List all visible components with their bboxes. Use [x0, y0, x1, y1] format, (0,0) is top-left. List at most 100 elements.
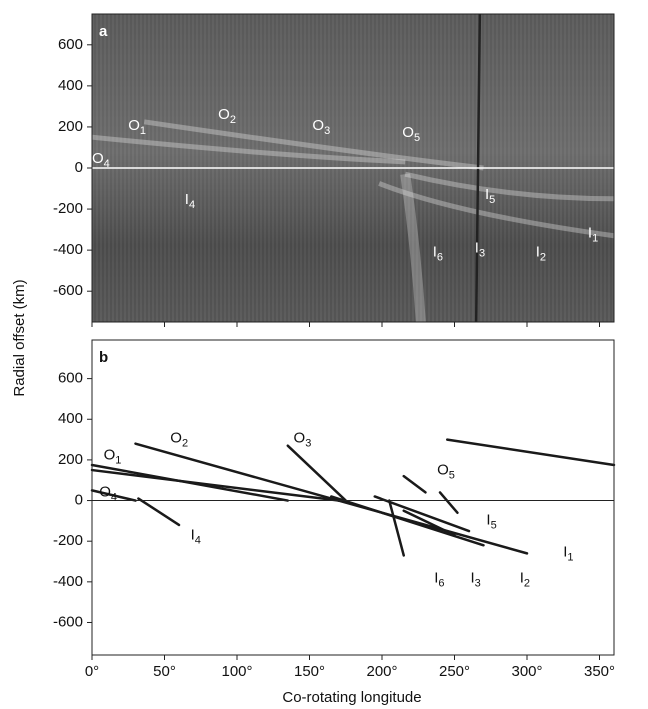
streak: [90, 489, 137, 502]
annotation: O3: [294, 430, 312, 450]
annotation-subscript: 5: [489, 194, 495, 206]
y-tick-label: 0: [75, 492, 83, 509]
annotation-text: O: [104, 447, 116, 464]
image-feature: [400, 173, 426, 323]
y-tick-label: 600: [58, 370, 83, 387]
annotation-subscript: 5: [491, 519, 497, 531]
annotation-text: O: [312, 117, 324, 134]
streak: [388, 499, 405, 557]
streak: [137, 497, 181, 527]
annotation-text: I: [434, 570, 438, 587]
annotation: O3: [312, 117, 330, 137]
annotation: I6: [433, 243, 443, 263]
panel-label: a: [99, 23, 108, 40]
x-tick-label: 200°: [366, 663, 397, 680]
panel-label: b: [99, 349, 108, 366]
y-tick-label: 400: [58, 410, 83, 427]
streak: [438, 491, 459, 514]
x-tick-label: 350°: [584, 663, 615, 680]
annotation-subscript: 5: [449, 469, 455, 481]
annotation-text: I: [470, 570, 474, 587]
annotation: I6: [434, 570, 444, 590]
annotation-subscript: 6: [438, 577, 444, 589]
y-tick-label: 200: [58, 118, 83, 135]
annotation: I5: [486, 511, 496, 531]
annotation-subscript: 4: [195, 534, 201, 546]
streak: [134, 442, 340, 502]
annotation-text: I: [185, 191, 189, 208]
annotation-text: I: [588, 224, 592, 241]
annotation: O4: [99, 484, 117, 504]
y-tick-label: -200: [53, 532, 83, 549]
annotation: O2: [218, 106, 236, 126]
x-tick-label: 250°: [439, 663, 470, 680]
annotation-text: I: [475, 239, 479, 256]
annotation-text: O: [218, 106, 230, 123]
streak: [402, 509, 456, 537]
annotation-subscript: 4: [111, 492, 117, 504]
annotation: O1: [104, 447, 122, 467]
annotation: O1: [128, 117, 146, 137]
annotation-subscript: 2: [230, 114, 236, 126]
annotation: I3: [475, 239, 485, 259]
plot-area: [92, 340, 614, 655]
x-tick-label: 150°: [294, 663, 325, 680]
y-tick-label: 200: [58, 451, 83, 468]
annotation-subscript: 3: [479, 247, 485, 259]
x-tick-label: 100°: [221, 663, 252, 680]
y-tick-label: -400: [53, 241, 83, 258]
annotation: I2: [536, 243, 546, 263]
x-axis-label: Co-rotating longitude: [282, 689, 421, 706]
annotation-text: I: [563, 544, 567, 561]
y-tick-label: -200: [53, 200, 83, 217]
y-tick-label: 400: [58, 77, 83, 94]
annotation: I3: [470, 570, 480, 590]
y-tick-label: -600: [53, 282, 83, 299]
annotation-text: O: [294, 430, 306, 447]
x-tick-label: 50°: [153, 663, 176, 680]
x-tick-label: 300°: [511, 663, 542, 680]
annotation-subscript: 4: [104, 158, 110, 170]
annotation-text: I: [520, 570, 524, 587]
streak: [446, 438, 616, 467]
annotation-text: I: [433, 243, 437, 260]
annotation-text: I: [536, 243, 540, 260]
streak: [90, 468, 340, 502]
y-tick-label: 600: [58, 36, 83, 53]
annotation-subscript: 5: [414, 132, 420, 144]
x-tick-label: 0°: [85, 663, 99, 680]
annotation: I1: [588, 224, 598, 244]
image-feature: [404, 171, 615, 202]
streak: [402, 474, 427, 494]
annotation-text: O: [170, 430, 182, 447]
y-tick-label: -400: [53, 573, 83, 590]
annotation-text: O: [402, 124, 414, 141]
annotation-subscript: 1: [115, 455, 121, 467]
y-tick-label: -600: [53, 613, 83, 630]
streak: [286, 444, 347, 502]
annotation-subscript: 6: [437, 251, 443, 263]
annotation: I2: [520, 570, 530, 590]
annotation: I4: [191, 526, 201, 546]
annotation-text: O: [437, 461, 449, 478]
y-tick-label: 0: [75, 159, 83, 176]
annotation: I5: [485, 186, 495, 206]
annotation-subscript: 3: [475, 577, 481, 589]
annotation-text: I: [486, 511, 490, 528]
y-axis-label: Radial offset (km): [11, 279, 28, 396]
annotation-subscript: 1: [140, 125, 146, 137]
annotation-subscript: 2: [540, 251, 546, 263]
annotation: O4: [92, 150, 110, 170]
annotation-subscript: 3: [324, 125, 330, 137]
annotation-subscript: 1: [592, 232, 598, 244]
annotation-text: I: [485, 186, 489, 203]
plot-frame: [91, 339, 615, 656]
annotation-text: O: [128, 117, 140, 134]
annotation: O5: [402, 124, 420, 144]
annotation-text: O: [92, 150, 104, 167]
annotation-subscript: 4: [189, 199, 195, 211]
annotation-subscript: 2: [182, 437, 188, 449]
annotation: I4: [185, 191, 195, 211]
annotation-text: O: [99, 484, 111, 501]
